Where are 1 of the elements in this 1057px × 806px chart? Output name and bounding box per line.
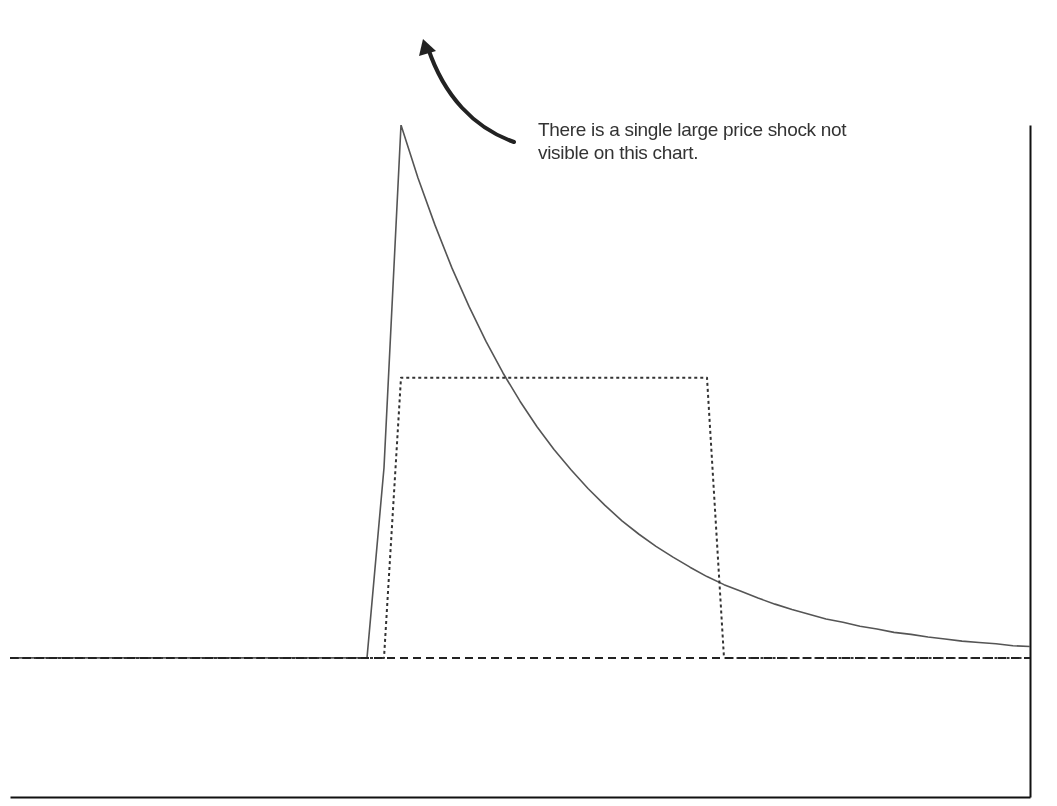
annotation: There is a single large price shock not visible on this chart.: [538, 118, 848, 164]
